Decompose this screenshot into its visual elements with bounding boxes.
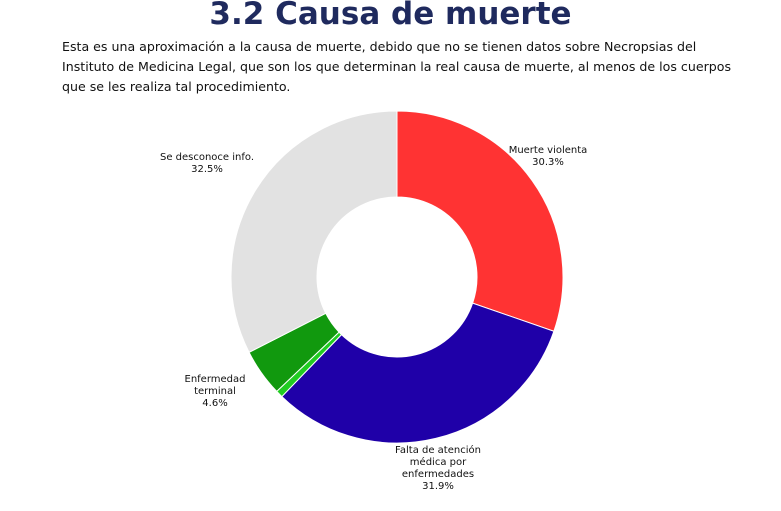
slice-value-label: 31.9% [422, 481, 454, 492]
chart-slices [230, 110, 564, 444]
slice-value-label: 32.5% [191, 164, 223, 175]
slice-name-label: Falta de atención [395, 444, 481, 456]
donut-slice [230, 110, 398, 354]
slice-label: Muerte violenta 30.3% [509, 145, 588, 168]
chart-labels: Muerte violenta 30.3% Falta de atención méd… [160, 145, 587, 492]
page-title: 3.2 Causa de muerte [209, 0, 572, 32]
slice-value-label: 30.3% [532, 157, 564, 168]
intro-paragraph: Esta es una aproximación a la causa de m… [62, 39, 732, 94]
slice-label: Falta de atención médica por enfermedades 3… [395, 444, 481, 492]
slice-label: Enfermedad terminal 4.6% [185, 374, 246, 409]
slice-name-label: médica por [410, 456, 467, 468]
slice-value-label: 4.6% [202, 398, 227, 409]
slice-label: Se desconoce info. 32.5% [160, 152, 254, 175]
slice-name-label: enfermedades [402, 469, 474, 480]
donut-slice [281, 302, 555, 444]
slice-name-label: Enfermedad [185, 374, 246, 385]
donut-slice [396, 110, 564, 332]
slice-name-label: Se desconoce info. [160, 152, 254, 163]
slice-name-label: terminal [194, 386, 236, 397]
slice-name-label: Muerte violenta [509, 145, 588, 156]
